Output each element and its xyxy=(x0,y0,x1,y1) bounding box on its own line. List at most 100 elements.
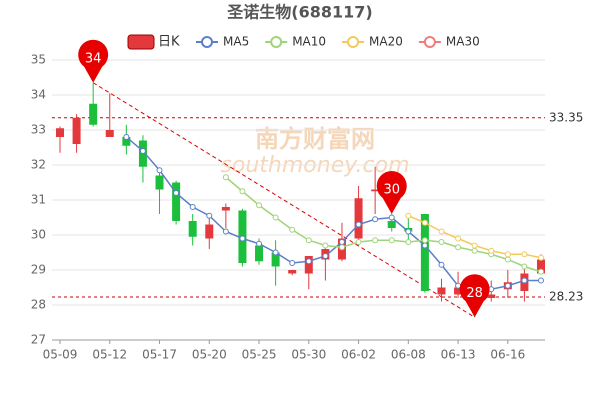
x-tick-label: 06-13 xyxy=(441,348,476,362)
legend-label: MA10 xyxy=(292,35,326,49)
ma-point xyxy=(322,242,329,249)
ma-point xyxy=(421,219,428,226)
trend-line xyxy=(92,82,475,318)
ma-point xyxy=(139,148,146,154)
ma-point xyxy=(272,214,279,221)
ma-point xyxy=(355,221,362,228)
ma-point xyxy=(504,251,511,258)
x-tick-label: 06-08 xyxy=(391,348,426,362)
ma-point xyxy=(405,239,412,245)
candle-body xyxy=(304,256,313,274)
ma-point xyxy=(289,260,296,266)
candle-body xyxy=(354,198,363,239)
ma-point xyxy=(538,268,544,275)
legend-label: 日K xyxy=(158,35,180,50)
ma-point xyxy=(156,167,163,174)
ma-point xyxy=(272,249,279,256)
legend-marker xyxy=(201,36,213,48)
ma-point xyxy=(372,237,379,244)
y-tick-label: 27 xyxy=(31,333,46,347)
ma-point xyxy=(372,216,379,223)
candle-body xyxy=(89,103,98,125)
pin xyxy=(78,39,109,83)
y-tick-label: 32 xyxy=(31,158,46,172)
candle-body xyxy=(221,207,230,211)
y-tick-label: 30 xyxy=(31,228,46,242)
ma-point xyxy=(222,174,229,181)
y-tick-label: 34 xyxy=(31,88,46,102)
x-tick-label: 05-30 xyxy=(291,348,326,362)
y-tick-label: 31 xyxy=(31,193,46,207)
ma-point xyxy=(521,277,528,284)
legend-marker xyxy=(423,36,436,48)
ma-point xyxy=(305,258,312,265)
candle-body xyxy=(288,270,297,274)
ma-point xyxy=(405,228,412,235)
ma-point xyxy=(405,212,412,219)
x-tick-label: 05-20 xyxy=(192,348,227,362)
pin xyxy=(376,171,407,214)
candle-body xyxy=(387,221,396,228)
reference-label: 28.23 xyxy=(549,289,583,303)
ma-point xyxy=(322,253,329,259)
candle-body xyxy=(271,252,280,267)
ma-point xyxy=(471,242,478,249)
y-tick-label: 33 xyxy=(31,123,46,137)
x-tick-label: 06-02 xyxy=(341,348,376,362)
legend-label: MA5 xyxy=(223,35,249,49)
legend-marker xyxy=(270,36,283,48)
ma-point xyxy=(538,277,544,284)
legend-label: MA20 xyxy=(369,35,403,49)
ma-point xyxy=(504,256,511,263)
ma-point xyxy=(521,263,528,270)
x-tick-label: 05-25 xyxy=(242,348,277,362)
x-tick-label: 05-17 xyxy=(142,348,177,362)
ma-point xyxy=(504,282,511,289)
ma-point xyxy=(421,242,428,249)
legend-label: MA30 xyxy=(446,35,480,49)
ma-point xyxy=(123,134,130,140)
candle-body xyxy=(188,221,197,237)
ma-point xyxy=(438,228,445,235)
candle-body xyxy=(56,128,64,137)
candle-body xyxy=(454,287,463,295)
candle-body xyxy=(371,189,380,192)
candle-body xyxy=(437,287,446,295)
pin-label: 30 xyxy=(383,183,400,198)
ma-point xyxy=(206,212,213,219)
y-tick-label: 29 xyxy=(31,263,46,277)
candle-body xyxy=(122,137,131,146)
watermark: 南方财富网 xyxy=(255,125,375,153)
ma-point xyxy=(455,235,462,242)
ma-point xyxy=(256,202,263,209)
reference-label: 33.35 xyxy=(549,110,583,124)
x-tick-label: 05-12 xyxy=(92,348,127,362)
chart-title: 圣诺生物(688117) xyxy=(226,3,372,22)
ma-point xyxy=(256,240,263,247)
ma-point xyxy=(538,254,544,261)
y-tick-label: 28 xyxy=(31,298,46,312)
candle-body xyxy=(255,245,264,262)
candle-body xyxy=(487,294,496,298)
candle-body xyxy=(205,224,214,239)
ma-point xyxy=(388,237,395,244)
x-tick-label: 06-16 xyxy=(490,348,525,362)
ma-point xyxy=(471,247,478,254)
legend-marker xyxy=(347,36,360,48)
candle-body xyxy=(155,175,164,190)
pin-label: 28 xyxy=(466,286,483,301)
pin xyxy=(459,274,490,318)
ma-point xyxy=(421,237,428,244)
ma-point xyxy=(189,204,196,210)
candle-body xyxy=(72,117,81,144)
ma-point xyxy=(388,214,395,221)
legend-swatch xyxy=(127,34,155,50)
ma-point xyxy=(438,261,445,268)
ma-point xyxy=(239,188,246,195)
candle-body xyxy=(537,259,545,274)
candle-body xyxy=(172,182,181,221)
pin-label: 34 xyxy=(85,51,102,66)
ma-point xyxy=(289,226,296,233)
ma-point xyxy=(338,239,345,245)
ma-point xyxy=(305,237,312,244)
